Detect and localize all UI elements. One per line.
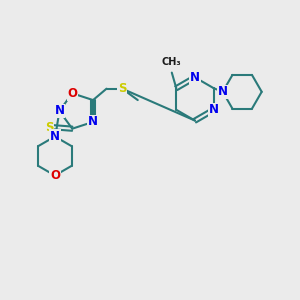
Text: N: N [54,104,64,118]
Text: N: N [190,71,200,84]
Text: N: N [218,85,228,98]
Text: N: N [209,103,219,116]
Text: N: N [88,116,98,128]
Text: S: S [118,82,126,95]
Text: S: S [45,121,53,134]
Text: O: O [50,169,60,182]
Text: CH₃: CH₃ [162,57,182,67]
Text: N: N [50,130,60,143]
Text: O: O [67,87,77,100]
